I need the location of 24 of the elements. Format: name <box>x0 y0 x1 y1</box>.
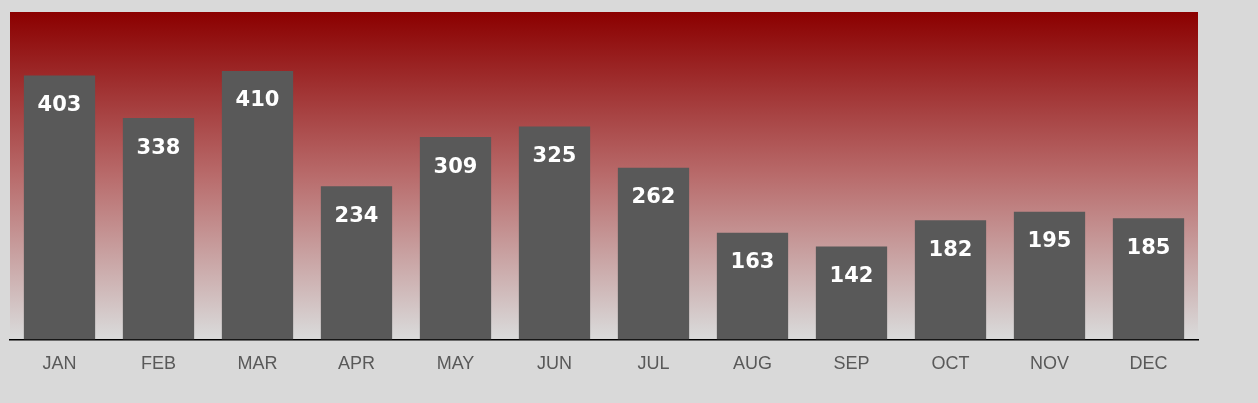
x-tick-label: NOV <box>1029 353 1070 374</box>
data-label: 338 <box>136 134 181 159</box>
x-tick-label: SEP <box>833 353 870 374</box>
x-tick-label: JAN <box>42 353 77 374</box>
x-tick-label: DEC <box>1129 353 1168 374</box>
data-label: 142 <box>829 262 874 287</box>
data-label: 234 <box>334 202 379 227</box>
data-label: 403 <box>37 91 82 116</box>
x-tick-label: JUN <box>537 353 572 374</box>
data-label: 163 <box>730 249 775 274</box>
x-tick-label: FEB <box>140 353 177 374</box>
x-tick-label: MAY <box>436 353 475 374</box>
data-label: 325 <box>532 143 577 168</box>
data-label: 309 <box>433 153 478 178</box>
data-label: 262 <box>631 184 676 209</box>
x-tick-label: AUG <box>732 353 773 374</box>
data-label: 195 <box>1027 228 1072 253</box>
x-tick-label: MAR <box>237 353 278 374</box>
x-tick-label: OCT <box>931 353 970 374</box>
x-tick-label: APR <box>337 353 376 374</box>
data-label: 185 <box>1126 234 1171 259</box>
data-label: 182 <box>928 236 973 261</box>
x-tick-label: JUL <box>637 353 670 374</box>
data-label: 410 <box>235 87 280 112</box>
